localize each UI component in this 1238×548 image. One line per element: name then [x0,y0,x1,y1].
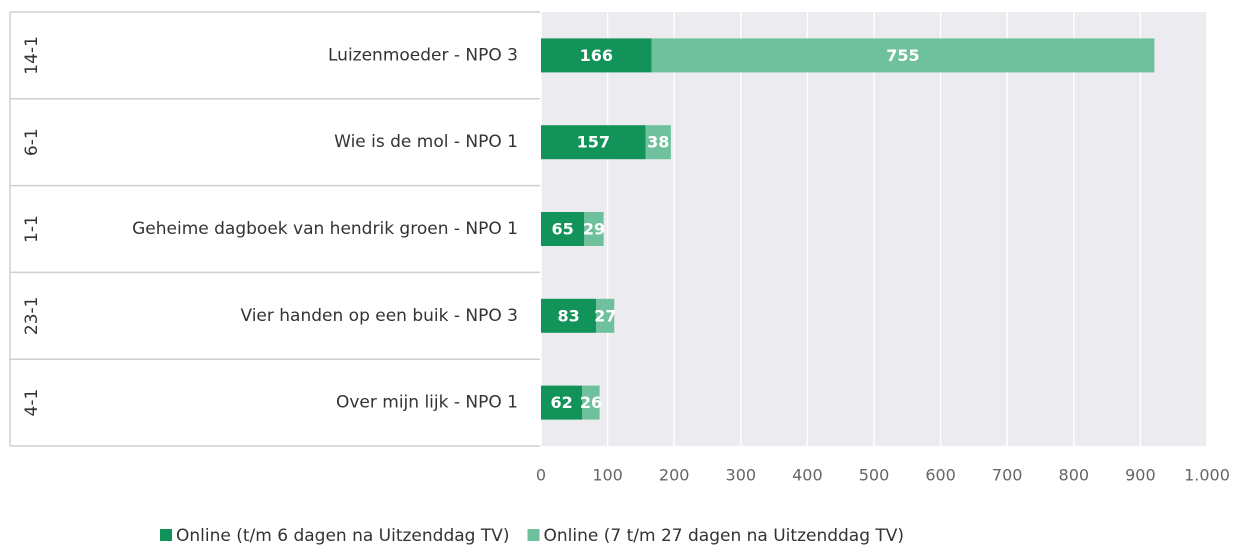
bar-segment [541,38,652,73]
legend-label: Online (7 t/m 27 dagen na Uitzenddag TV) [544,526,905,546]
bar-segment [541,298,597,333]
x-tick-label: 600 [925,466,956,485]
legend-label: Online (t/m 6 dagen na Uitzenddag TV) [176,526,510,546]
data-label: 65 [552,220,574,239]
x-tick-label: 300 [726,466,757,485]
x-tick-label: 700 [992,466,1023,485]
y-tick-label: Geheime dagboek van hendrik groen - NPO … [132,219,518,239]
x-tick-label: 800 [1059,466,1090,485]
x-tick-label: 100 [592,466,623,485]
bar-segment [645,125,671,160]
data-label: 62 [551,393,573,412]
legend-swatch [160,529,172,541]
bar-segment [541,125,646,160]
y-tick-label: Luizenmoeder - NPO 3 [328,45,518,65]
y-tick-label: Over mijn lijk - NPO 1 [336,393,518,413]
data-label: 29 [583,220,605,239]
x-tick-label: 0 [536,466,546,485]
date-label: 14-1 [22,36,42,75]
bar-segment [651,38,1155,73]
date-label: 1-1 [22,215,42,243]
x-tick-label: 500 [859,466,890,485]
data-label: 157 [577,133,610,152]
bar-segment [596,298,615,333]
date-label: 23-1 [22,297,42,336]
x-tick-label: 400 [792,466,823,485]
data-label: 166 [580,46,613,65]
legend-swatch [527,529,540,541]
data-label: 38 [647,133,669,152]
bar-segment [582,385,600,420]
x-tick-label: 900 [1125,466,1156,485]
bar-segment [541,385,583,420]
date-label: 4-1 [22,389,42,417]
date-label: 6-1 [22,128,42,156]
x-tick-label: 200 [659,466,690,485]
x-tick-label: 1.000 [1184,466,1230,485]
data-label: 755 [886,46,919,65]
data-label: 83 [558,306,580,325]
data-label: 26 [580,393,602,412]
y-tick-label: Vier handen op een buik - NPO 3 [240,306,518,326]
data-label: 27 [594,306,616,325]
bar-segment [584,212,604,246]
bar-segment [541,212,585,246]
y-tick-label: Wie is de mol - NPO 1 [334,132,518,152]
